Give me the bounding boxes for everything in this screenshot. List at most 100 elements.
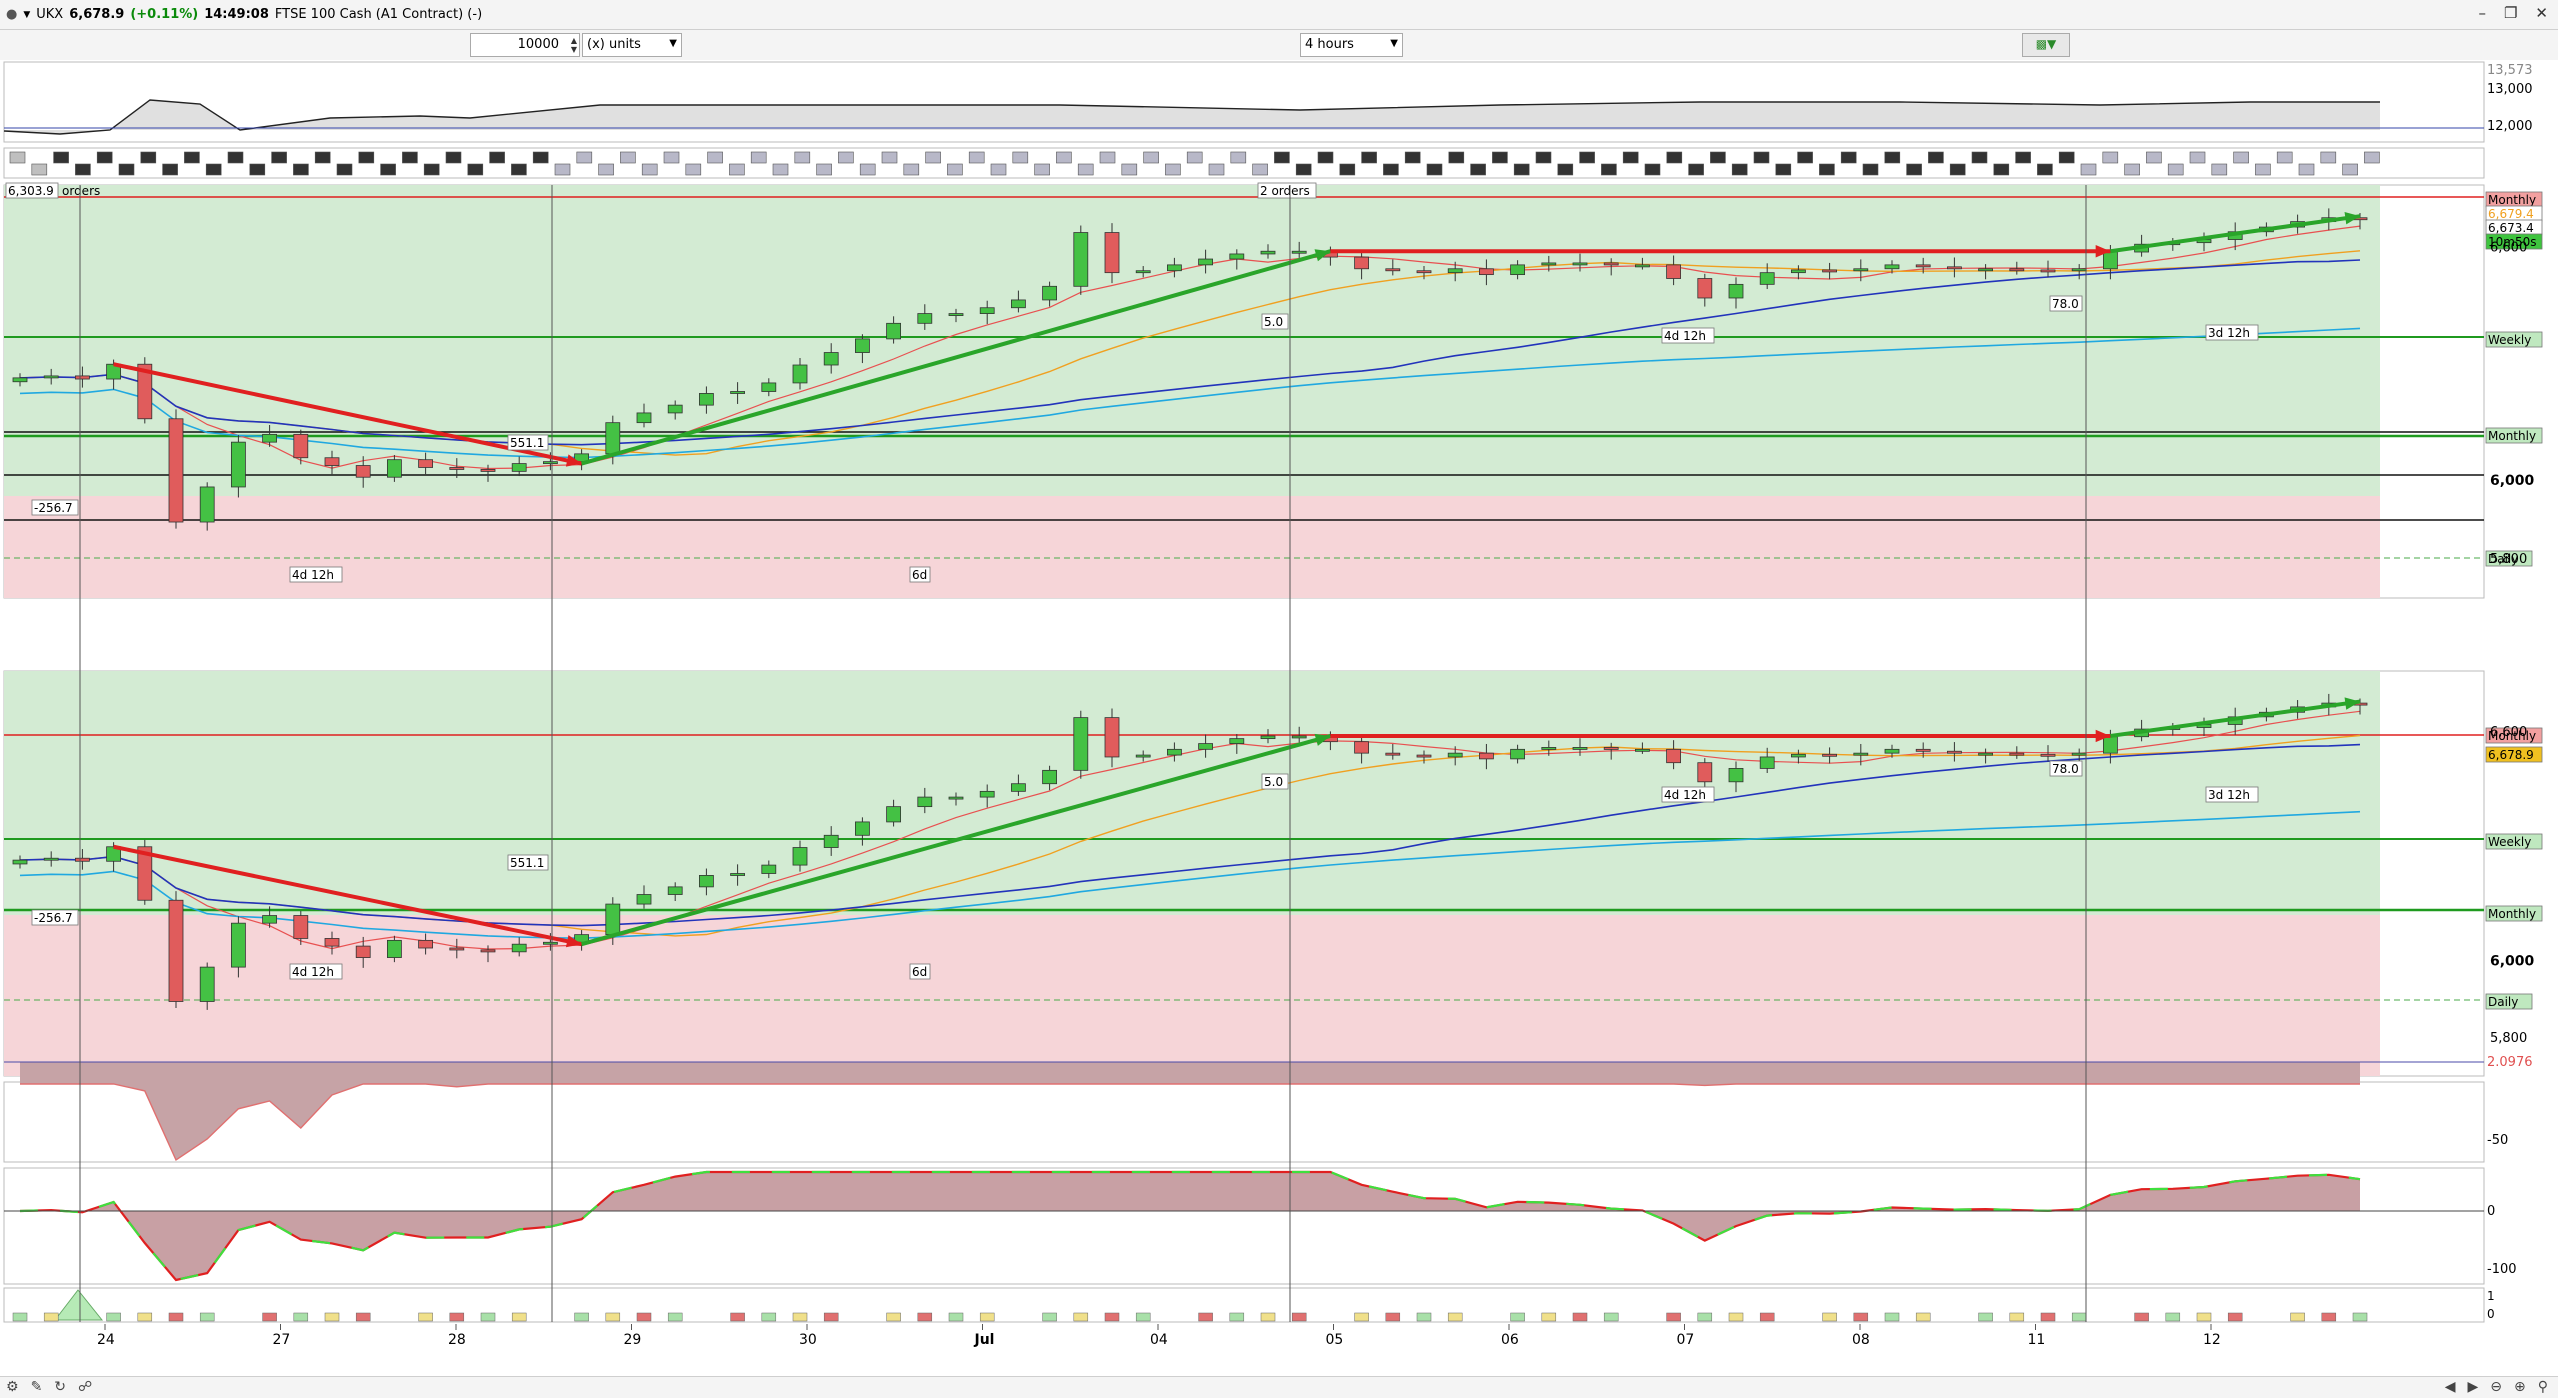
x-tick-label: 24 (97, 1332, 115, 1348)
lower-candle-body (917, 796, 933, 808)
main-price-panel[interactable]: 6,303.9 orders 2 orders 551.1 -256.7 4d 12h 6d… (3, 182, 2543, 718)
lower-candle-body (1198, 743, 1213, 750)
signal-marker (2290, 1312, 2305, 1322)
main-candle-body (293, 433, 309, 459)
lower-candle-body (1385, 752, 1401, 756)
minimize-icon[interactable]: – (2478, 4, 2486, 22)
chart-area[interactable]: 13,573 13,000 12,000 6,303.9 orders 2 orde… (0, 60, 2558, 1376)
lower-price-panel[interactable]: 551.1 -256.7 4d 12h 6d 78.0 4d 12h 3d 12h 5.0 Mo… (3, 670, 2543, 1077)
main-trend-arrowhead (2344, 212, 2360, 225)
main-candle-body (355, 465, 371, 478)
lower-candle-body (1291, 735, 1307, 739)
main-candle-body (1011, 299, 1026, 309)
session-marker (1012, 151, 1029, 164)
main-moving-average (19, 327, 2361, 459)
session-marker (2276, 151, 2293, 164)
session-marker (947, 163, 963, 176)
strip-tick-label: 0 (2487, 1307, 2495, 1321)
main-candle-body (386, 459, 402, 478)
overview-panel: 13,573 13,000 12,000 (3, 61, 2533, 143)
draw-icon[interactable]: ✎ (30, 1379, 43, 1395)
level-tag-box (2485, 833, 2543, 850)
scroll-right-icon[interactable]: ▶ (2467, 1379, 2479, 1395)
x-tick-label: 04 (1150, 1332, 1168, 1348)
zoom-out-icon[interactable]: ⊖ (2490, 1379, 2502, 1395)
main-candle-body (1666, 264, 1681, 279)
dropdown-icon[interactable]: ▼ (23, 9, 31, 20)
duration-annotation-box (289, 963, 343, 980)
level-tag-text: Monthly (2488, 193, 2536, 207)
session-marker (1230, 151, 1247, 164)
signal-marker (761, 1312, 777, 1322)
session-marker (96, 151, 113, 164)
units-select[interactable]: (x) units ▼ (582, 33, 682, 57)
y-tick-label: 6,000 (2490, 953, 2535, 969)
main-candle-body (480, 469, 496, 472)
session-marker (2255, 163, 2271, 176)
refresh-icon[interactable]: ↻ (54, 1379, 67, 1395)
order-annotation: 2 orders (1257, 182, 1317, 199)
lower-candle-body (1884, 748, 1900, 754)
main-candle-body (1759, 272, 1775, 285)
pin-icon[interactable]: ● (6, 7, 18, 22)
range-annotation-box (31, 499, 79, 516)
signal-marker (2352, 1312, 2368, 1322)
restore-icon[interactable]: ❐ (2503, 4, 2518, 22)
lower-candle-body (1011, 783, 1026, 792)
settings-icon[interactable]: ⚙ (6, 1379, 19, 1395)
range-annotation-box (1261, 773, 1289, 790)
close-icon[interactable]: ✕ (2535, 4, 2548, 22)
main-candle-body (979, 307, 995, 314)
session-marker (903, 163, 920, 176)
scroll-left-icon[interactable]: ◀ (2444, 1379, 2456, 1395)
link-icon[interactable]: ☍ (78, 1379, 93, 1395)
signal-marker (1104, 1312, 1120, 1322)
x-tick-label: 06 (1501, 1332, 1519, 1348)
session-marker (140, 151, 157, 164)
session-marker (2015, 151, 2031, 164)
search-icon[interactable]: ⚲ (2537, 1379, 2548, 1395)
price-change: (+0.11%) (130, 7, 199, 22)
range-annotation: 78.0 (2049, 760, 2083, 777)
duration-annotation-text: 4d 12h (1664, 329, 1706, 343)
main-candle-body (12, 377, 28, 383)
timeframe-select[interactable]: 4 hours ▼ (1300, 33, 1403, 57)
session-marker (511, 163, 527, 176)
main-candle-body (1479, 268, 1494, 276)
chart-type-button[interactable]: ▩▼ (2022, 33, 2070, 57)
session-marker (1557, 163, 1574, 176)
session-marker (1535, 151, 1552, 164)
session-marker (402, 151, 418, 164)
range-annotation-box (2049, 760, 2083, 777)
duration-annotation-box (909, 566, 931, 583)
signal-marker (636, 1312, 652, 1322)
level-tag-box (2485, 727, 2543, 744)
symbol-label: UKX (36, 7, 64, 22)
oscillator-panel-1[interactable]: 2.0976 -50 (3, 1035, 2533, 1163)
lower-candle-body (1510, 748, 1525, 760)
signal-marker (449, 1312, 465, 1322)
main-candle-body (1697, 278, 1713, 299)
session-marker (1644, 163, 1661, 176)
session-marker (2124, 163, 2140, 176)
lower-candle-body (979, 790, 995, 798)
quantity-stepper[interactable]: ▲ ▼ (570, 36, 577, 54)
session-marker (293, 163, 309, 176)
lower-candle-body (1260, 735, 1276, 740)
duration-annotation-box (289, 566, 343, 583)
chart-svg[interactable]: 13,573 13,000 12,000 6,303.9 orders 2 orde… (0, 60, 2558, 1376)
signal-marker (2321, 1312, 2337, 1322)
price-tag: 6,678.9 (2485, 746, 2543, 763)
signal-marker (1572, 1312, 1588, 1322)
title-bar: ● ▼ UKX 6,678.9 (+0.11%) 14:49:08 FTSE 1… (0, 0, 2558, 30)
lower-candle-body (886, 806, 901, 823)
main-candle-body (948, 313, 964, 316)
duration-annotation-box (909, 963, 931, 980)
session-marker (1492, 151, 1508, 164)
lower-candle-body (823, 834, 839, 848)
oscillator-panel-2[interactable]: 0 -100 (3, 1167, 2517, 1285)
signal-marker (1541, 1312, 1557, 1322)
zoom-in-icon[interactable]: ⊕ (2514, 1379, 2526, 1395)
main-moving-average (19, 225, 2361, 470)
quantity-input[interactable]: 10000 ▲ ▼ (470, 33, 580, 57)
